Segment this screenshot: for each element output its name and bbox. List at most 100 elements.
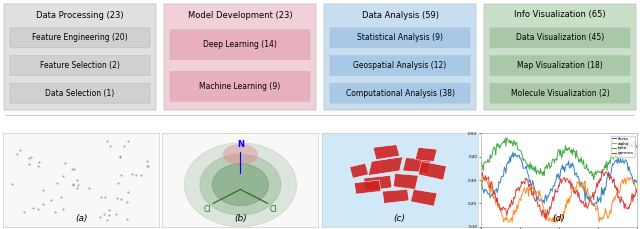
Point	[46, 198, 56, 202]
Text: Statistical Analysis (9): Statistical Analysis (9)	[357, 33, 443, 42]
Legend: theta, alpha, beta, gamma: theta, alpha, beta, gamma	[611, 136, 635, 157]
Text: (a): (a)	[75, 214, 88, 223]
Point	[116, 173, 127, 177]
FancyBboxPatch shape	[324, 4, 476, 110]
Text: Data Processing (23): Data Processing (23)	[36, 11, 124, 19]
FancyBboxPatch shape	[490, 56, 630, 76]
Ellipse shape	[212, 164, 269, 206]
Point	[95, 215, 105, 219]
Point	[19, 211, 29, 214]
Text: Feature Engineering (20): Feature Engineering (20)	[32, 33, 128, 42]
Text: N: N	[237, 140, 244, 149]
Point	[84, 186, 94, 190]
Point	[72, 186, 82, 190]
Point	[33, 207, 43, 211]
Point	[127, 172, 137, 176]
FancyBboxPatch shape	[330, 56, 470, 76]
Point	[69, 167, 79, 171]
Text: (d): (d)	[552, 214, 565, 223]
Point	[28, 206, 38, 210]
Ellipse shape	[200, 154, 281, 215]
Point	[33, 164, 44, 168]
Text: Cl: Cl	[204, 204, 211, 214]
Point	[123, 190, 133, 194]
Point	[102, 139, 112, 142]
Point	[131, 174, 141, 177]
Point	[104, 208, 114, 212]
Point	[38, 188, 48, 192]
Point	[52, 181, 62, 185]
Point	[56, 196, 66, 199]
Point	[26, 155, 36, 158]
Text: Deep Learning (14): Deep Learning (14)	[203, 40, 277, 49]
Polygon shape	[403, 158, 431, 173]
Point	[112, 197, 122, 200]
Point	[122, 218, 132, 221]
Polygon shape	[415, 147, 437, 161]
Point	[58, 174, 68, 177]
FancyBboxPatch shape	[10, 28, 150, 48]
Ellipse shape	[184, 143, 296, 227]
Point	[122, 201, 132, 204]
Point	[99, 212, 109, 216]
Text: Model Development (23): Model Development (23)	[188, 11, 292, 19]
FancyBboxPatch shape	[10, 56, 150, 76]
Text: Cl: Cl	[270, 204, 277, 214]
Point	[24, 162, 35, 165]
Point	[15, 149, 25, 152]
Point	[100, 195, 110, 199]
Point	[60, 161, 70, 165]
Point	[115, 154, 125, 158]
Point	[119, 144, 129, 148]
Point	[67, 167, 77, 171]
Text: Feature Selection (2): Feature Selection (2)	[40, 61, 120, 70]
Text: Computational Analysis (38): Computational Analysis (38)	[346, 89, 454, 98]
Text: Map Visualization (18): Map Visualization (18)	[517, 61, 603, 70]
Text: Data Selection (1): Data Selection (1)	[45, 89, 115, 98]
FancyBboxPatch shape	[330, 83, 470, 103]
Polygon shape	[355, 180, 381, 194]
FancyBboxPatch shape	[490, 83, 630, 103]
Point	[116, 197, 127, 201]
Point	[111, 213, 121, 216]
Text: (b): (b)	[234, 214, 247, 223]
Point	[58, 207, 68, 210]
Polygon shape	[394, 174, 419, 189]
Polygon shape	[410, 189, 437, 206]
Point	[105, 144, 115, 148]
Point	[34, 160, 44, 164]
Text: Data Analysis (59): Data Analysis (59)	[362, 11, 438, 19]
Point	[72, 178, 82, 182]
Text: Data Visualization (45): Data Visualization (45)	[516, 33, 604, 42]
Polygon shape	[373, 145, 399, 160]
Polygon shape	[364, 175, 392, 191]
Point	[67, 182, 77, 185]
FancyBboxPatch shape	[330, 28, 470, 48]
FancyBboxPatch shape	[170, 71, 310, 101]
Point	[24, 156, 34, 160]
Point	[73, 183, 83, 186]
Point	[113, 181, 123, 184]
FancyBboxPatch shape	[170, 30, 310, 60]
Polygon shape	[419, 161, 447, 180]
FancyBboxPatch shape	[10, 83, 150, 103]
Point	[68, 184, 78, 187]
Text: Info Visualization (65): Info Visualization (65)	[514, 11, 606, 19]
Text: Geospatial Analysis (12): Geospatial Analysis (12)	[353, 61, 447, 70]
Point	[104, 213, 115, 217]
Text: Machine Learning (9): Machine Learning (9)	[200, 82, 280, 91]
FancyBboxPatch shape	[490, 28, 630, 48]
Polygon shape	[349, 163, 369, 178]
Circle shape	[223, 144, 258, 165]
FancyBboxPatch shape	[164, 4, 316, 110]
Polygon shape	[369, 157, 403, 175]
Polygon shape	[383, 189, 409, 203]
Point	[38, 202, 48, 206]
Text: (c): (c)	[394, 214, 406, 223]
Text: Molecule Visualization (2): Molecule Visualization (2)	[511, 89, 609, 98]
Point	[123, 139, 133, 143]
Point	[12, 152, 22, 155]
Point	[142, 165, 152, 168]
FancyBboxPatch shape	[484, 4, 636, 110]
FancyBboxPatch shape	[4, 4, 156, 110]
